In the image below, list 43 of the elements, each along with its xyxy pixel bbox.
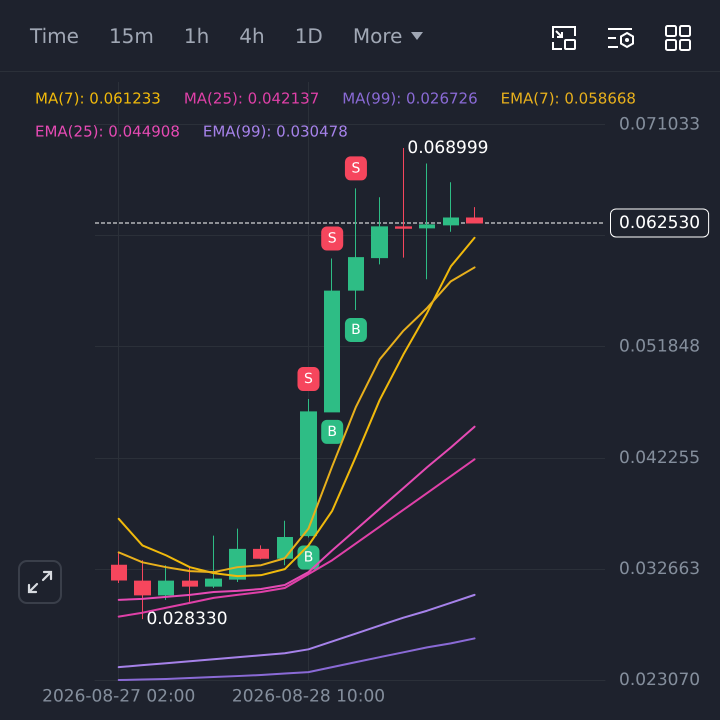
annotation: B [304,550,314,566]
annotation: S [351,160,360,176]
text: MA(25): 0.042137 [184,90,320,108]
ref-line-label: 0.062530 [619,212,700,233]
text: 4h [239,24,265,48]
candlestick [158,564,174,600]
line-series [118,594,476,668]
candlestick [253,544,269,560]
text: EMA(99): 0.030478 [202,122,348,140]
y-tick-label: 0.042255 [619,448,700,468]
candlestick [466,206,483,224]
candlestick [205,535,222,589]
text: More [352,24,404,48]
x-tick-label: 2026-08-27 02:00 [42,686,196,706]
candlestick [419,163,435,280]
line-series [118,637,476,681]
annotation: S [304,371,314,388]
candlestick [277,520,293,566]
y-tick-label: 0.071033 [619,114,700,134]
text: 15m [108,24,154,48]
text: Time [30,24,79,48]
x-tick-label: 2026-08-28 10:00 [232,686,386,706]
candlestick [111,552,127,584]
annotation: 0.028330 [146,609,228,630]
y-tick-label: 0.051848 [619,336,700,357]
y-tick-label: 0.023070 [619,670,700,690]
text: 1D [294,24,323,48]
candlestick [182,566,198,602]
annotation: B [327,424,338,440]
text: 1h [184,24,210,48]
text: MA(99): 0.026726 [342,90,478,108]
candlestick [348,188,364,310]
annotation: 0.068999 [407,138,488,158]
candlestick [443,182,459,232]
candlestick [324,258,340,412]
text: MA(7): 0.061233 [35,90,161,108]
candlestick [371,196,388,265]
text: EMA(7): 0.058668 [500,90,636,108]
y-tick-label: 0.032663 [619,558,700,579]
annotation: B [351,322,361,338]
annotation: S [328,230,337,247]
candlestick [300,398,317,538]
text: EMA(25): 0.044908 [35,122,180,140]
